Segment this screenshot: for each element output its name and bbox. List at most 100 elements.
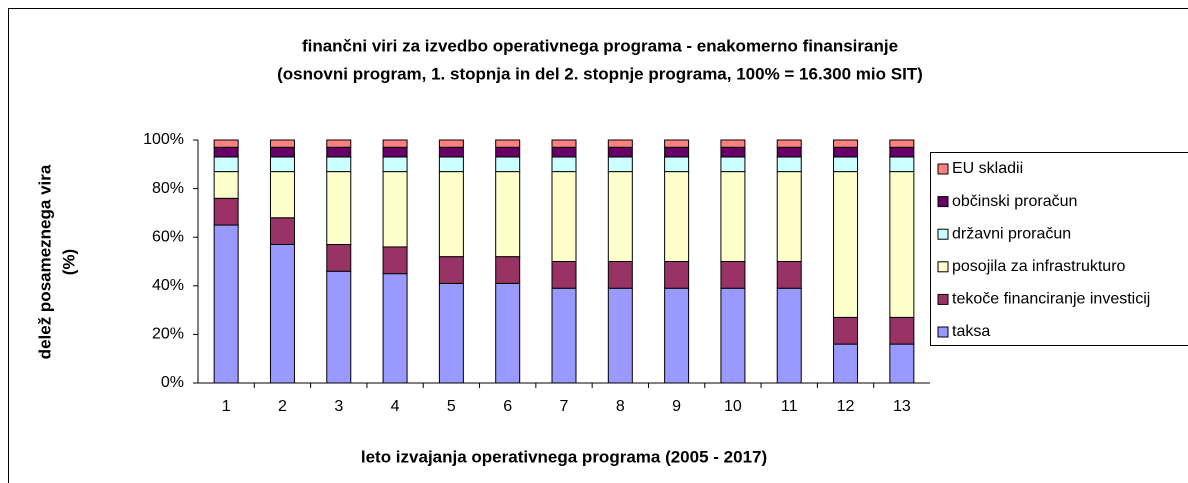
bar-segment (326, 146, 352, 158)
bar-segment (382, 156, 408, 173)
bar-segment (269, 243, 295, 384)
legend-swatch (937, 228, 949, 240)
y-tick-label: 0% (161, 374, 184, 391)
bar-segment (833, 316, 859, 345)
bar-segment (382, 246, 408, 275)
x-tick-label: 2 (278, 398, 287, 415)
bar-segment (213, 197, 239, 226)
bar-segment (382, 146, 408, 158)
bar-segment (720, 139, 746, 148)
y-tick-label: 80% (152, 180, 184, 197)
legend-label: državni proračun (952, 225, 1071, 242)
bar-segment (664, 139, 690, 148)
y-tick-label: 60% (152, 228, 184, 245)
bar-segment (269, 171, 295, 219)
bar-segment (833, 343, 859, 384)
bar-segment (776, 146, 802, 158)
bar-segment (776, 156, 802, 173)
bar-segment (382, 139, 408, 148)
y-tick-label: 40% (152, 277, 184, 294)
y-tick-label: 100% (143, 131, 184, 148)
bar-segment (776, 287, 802, 384)
bar-segment (326, 139, 352, 148)
bar-segment (776, 139, 802, 148)
bar-segment (833, 139, 859, 148)
bar-segment (720, 156, 746, 173)
bar-segment (889, 156, 915, 173)
bar-segment (664, 287, 690, 384)
bar-segment (495, 256, 521, 284)
bar-segment (213, 224, 239, 384)
bar-segment (551, 171, 577, 262)
bar-segment (326, 243, 352, 272)
bar-segment (213, 171, 239, 199)
bar-segment (269, 217, 295, 245)
x-tick-label: 6 (503, 398, 512, 415)
chart-subtitle: (osnovni program, 1. stopnja in del 2. s… (277, 64, 923, 83)
bar-segment (833, 156, 859, 173)
bar-segment (720, 171, 746, 262)
bar-segment (382, 171, 408, 248)
legend-label: posojila za infrastrukturo (952, 258, 1126, 275)
bar-segment (720, 146, 746, 158)
bar-segment (833, 146, 859, 158)
bar-segment (495, 282, 521, 384)
legend-swatch (937, 261, 949, 273)
legend-label: občinski proračun (952, 193, 1077, 210)
x-tick-label: 7 (560, 398, 569, 415)
bar-segment (495, 146, 521, 158)
bar-segment (551, 287, 577, 384)
legend-swatch (937, 293, 949, 305)
bar-segment (551, 261, 577, 289)
x-tick-label: 11 (781, 398, 798, 415)
bar-segment (776, 261, 802, 289)
bar-segment (495, 156, 521, 173)
bar-segment (720, 261, 746, 289)
legend-label: EU skladii (952, 160, 1023, 177)
x-axis-label: leto izvajanja operativnega programa (20… (361, 447, 767, 466)
bar-segment (326, 156, 352, 173)
bar-segment (833, 171, 859, 318)
legend-swatch (937, 326, 949, 338)
chart-title: finančni viri za izvedbo operativnega pr… (302, 36, 898, 55)
x-tick-label: 1 (222, 398, 231, 415)
bar-segment (495, 139, 521, 148)
bar-segment (269, 139, 295, 148)
legend-swatch (937, 163, 949, 175)
bar-segment (326, 270, 352, 384)
bar-segment (607, 156, 633, 173)
y-tick-label: 20% (152, 326, 184, 343)
bar-segment (438, 156, 464, 173)
bar-segment (551, 146, 577, 158)
bar-segment (551, 139, 577, 148)
bar-segment (326, 171, 352, 245)
bar-segment (438, 171, 464, 258)
x-tick-label: 5 (447, 398, 456, 415)
legend-label: tekoče financiranje investicij (952, 291, 1150, 308)
bar-segment (607, 261, 633, 289)
x-tick-label: 3 (334, 398, 343, 415)
x-tick-label: 8 (616, 398, 625, 415)
bar-segment (213, 146, 239, 158)
bar-segment (889, 316, 915, 345)
bar-segment (889, 139, 915, 148)
bar-segment (438, 146, 464, 158)
bar-segment (607, 146, 633, 158)
bar-segment (720, 287, 746, 384)
bar-segment (382, 273, 408, 384)
bar-segment (607, 139, 633, 148)
bar-segment (607, 287, 633, 384)
bar-segment (269, 146, 295, 158)
bar-segment (607, 171, 633, 262)
x-tick-label: 12 (837, 398, 855, 415)
bar-segment (889, 343, 915, 384)
bar-segment (551, 156, 577, 173)
bar-segment (664, 171, 690, 262)
x-tick-label: 4 (391, 398, 400, 415)
bar-segment (495, 171, 521, 258)
bar-segment (213, 156, 239, 173)
x-tick-label: 9 (672, 398, 681, 415)
bar-segment (438, 256, 464, 284)
bar-segment (776, 171, 802, 262)
